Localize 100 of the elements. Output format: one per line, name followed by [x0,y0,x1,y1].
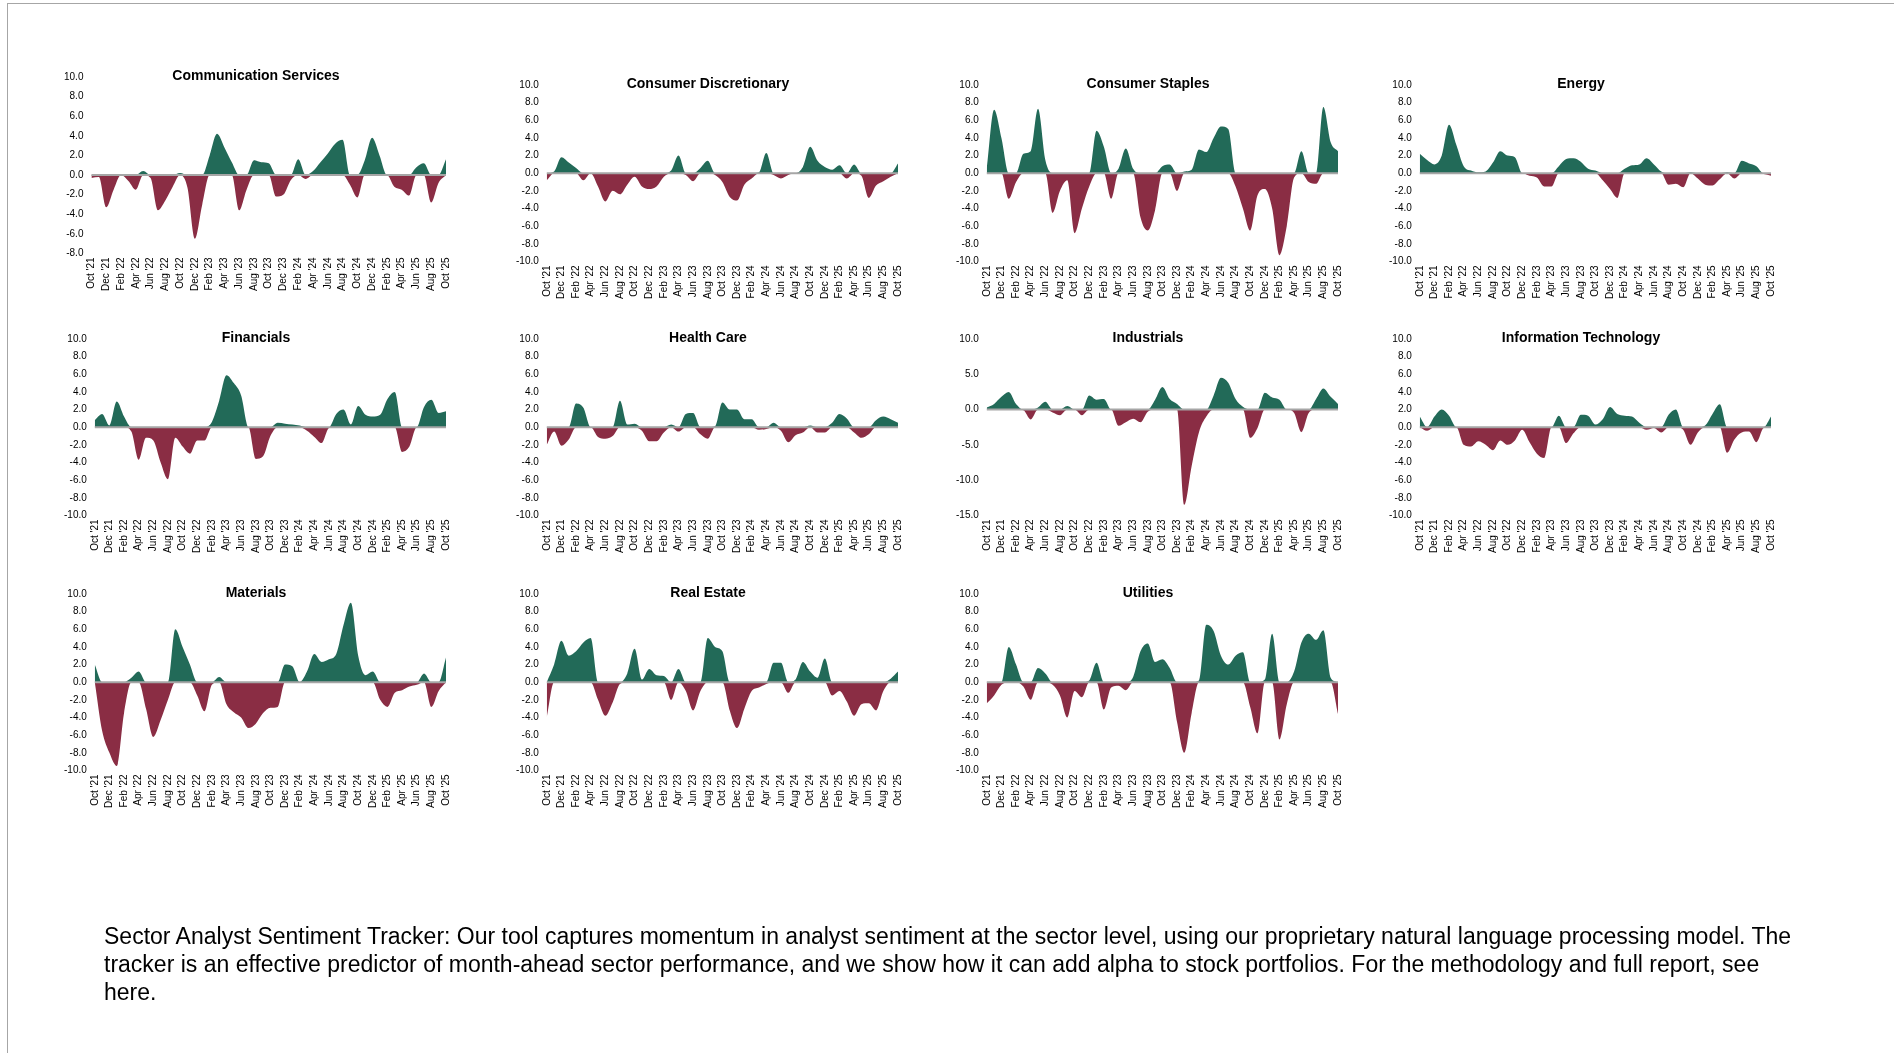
x-tick-label: Aug '23 [249,773,261,809]
x-tick-label: Feb '22 [1009,518,1021,553]
x-tick-label: Oct '23 [1156,264,1168,297]
x-tick-label: Dec '24 [1258,518,1270,553]
x-tick-label: Aug '22 [1486,264,1498,300]
y-tick-label: 8.0 [524,96,540,108]
y-tick-label: -2.0 [521,184,540,196]
x-tick-label: Apr '23 [220,518,232,551]
x-tick-label: Aug '25 [877,773,889,809]
x-tick-label: Oct '24 [1243,264,1255,297]
x-tick-label: Oct '24 [351,518,363,551]
x-tick-label: Dec '24 [818,264,830,299]
y-tick-label: -4.0 [961,711,980,723]
chart-title: Utilities [1122,584,1174,601]
x-tick-label: Oct '21 [88,518,100,551]
x-tick-label: Dec '21 [995,773,1007,808]
y-tick-label: 8.0 [524,350,540,362]
x-tick-label: Aug '23 [701,518,713,554]
x-tick-label: Jun '23 [1126,518,1138,552]
x-tick-label: Dec '23 [278,518,290,553]
x-tick-label: Jun '23 [686,518,698,552]
y-tick-label: -10.0 [64,509,88,521]
y-tick-label: -10.0 [956,764,980,776]
x-tick-label: Feb '25 [381,773,393,808]
x-tick-label: Oct '25 [891,518,903,551]
x-tick-label: Dec '24 [1691,518,1703,553]
chart-title: Consumer Staples [1086,75,1210,92]
x-tick-label: Jun '22 [599,773,611,807]
x-tick-label: Apr '22 [132,518,144,551]
y-tick-label: 0.0 [1397,420,1413,432]
y-tick-label: 5.0 [964,368,980,380]
x-tick-label: Feb '23 [1097,518,1109,553]
x-tick-label: Jun '24 [322,518,334,552]
x-tick-label: Dec '23 [1170,264,1182,299]
y-tick-label: 0.0 [72,420,88,432]
x-tick-label: Apr '24 [308,518,320,551]
y-tick-label: 6.0 [72,368,88,380]
x-tick-label: Dec '23 [730,773,742,808]
y-tick-label: 10.0 [959,332,980,344]
x-tick-label: Aug '23 [1574,264,1586,300]
y-tick-label: 0.0 [524,675,540,687]
chart-title: Energy [1557,75,1605,92]
x-tick-label: Jun '25 [1735,518,1747,552]
x-tick-label: Oct '25 [891,264,903,297]
x-tick-label: Oct '21 [980,773,992,806]
x-tick-label: Jun '25 [862,773,874,807]
y-tick-label: -10.0 [516,764,540,776]
y-tick-label: 10.0 [67,587,88,599]
y-tick-label: 6.0 [69,109,84,121]
y-tick-label: 0.0 [1397,166,1413,178]
x-tick-label: Oct '22 [628,264,640,297]
x-tick-label: Apr '22 [1024,264,1036,297]
y-tick-label: -2.0 [1394,438,1413,450]
x-tick-label: Dec '23 [730,264,742,299]
x-tick-label: Oct '23 [1156,518,1168,551]
y-tick-label: 8.0 [72,605,88,617]
x-tick-label: Jun '25 [1302,773,1314,807]
x-tick-label: Dec '22 [642,264,654,299]
y-tick-label: 2.0 [72,403,88,415]
x-tick-label: Dec '21 [99,256,111,291]
x-tick-label: Apr '25 [1287,773,1299,806]
x-tick-label: Oct '24 [803,773,815,806]
x-tick-label: Dec '24 [366,518,378,553]
chart-title: Consumer Discretionary [626,75,790,92]
y-tick-label: 2.0 [964,149,980,161]
x-tick-label: Dec '24 [818,773,830,808]
x-tick-label: Apr '23 [1112,773,1124,806]
x-tick-label: Dec '21 [555,773,567,808]
x-tick-label: Apr '25 [395,773,407,806]
x-tick-label: Aug '22 [159,256,171,292]
y-tick-label: 8.0 [72,350,88,362]
x-tick-label: Apr '24 [760,518,772,551]
x-tick-label: Oct '23 [1156,773,1168,806]
x-tick-label: Jun '23 [1559,518,1571,552]
x-tick-label: Apr '24 [1633,518,1645,551]
x-tick-label: Jun '23 [1559,264,1571,298]
x-tick-label: Oct '22 [628,773,640,806]
x-tick-label: Oct '23 [716,773,728,806]
y-tick-label: -8.0 [69,746,88,758]
x-tick-label: Feb '23 [657,773,669,808]
x-tick-label: Oct '22 [173,256,185,289]
x-tick-label: Apr '24 [1200,518,1212,551]
x-tick-label: Apr '25 [395,256,407,289]
x-tick-label: Oct '22 [1068,773,1080,806]
x-tick-label: Oct '24 [803,264,815,297]
y-tick-label: 4.0 [1397,385,1413,397]
x-tick-label: Oct '21 [980,264,992,297]
x-tick-label: Feb '25 [833,773,845,808]
x-tick-label: Dec '21 [103,518,115,553]
y-tick-label: -6.0 [521,473,540,485]
x-tick-label: Feb '25 [1273,264,1285,299]
y-tick-label: 8.0 [964,96,980,108]
x-tick-label: Aug '25 [424,256,436,292]
x-tick-label: Oct '23 [264,773,276,806]
x-tick-label: Oct '21 [1413,518,1425,551]
x-tick-label: Feb '23 [1097,264,1109,299]
x-tick-label: Apr '23 [1112,264,1124,297]
x-tick-label: Feb '25 [380,256,392,291]
x-tick-label: Aug '24 [1229,773,1241,809]
x-tick-label: Apr '22 [1024,518,1036,551]
